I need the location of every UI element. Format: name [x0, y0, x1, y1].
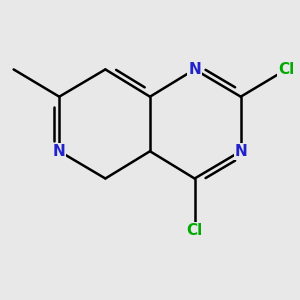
Text: N: N: [234, 144, 247, 159]
Text: Cl: Cl: [278, 62, 295, 77]
Text: Cl: Cl: [187, 223, 203, 238]
Text: N: N: [53, 144, 66, 159]
Text: N: N: [188, 62, 201, 77]
